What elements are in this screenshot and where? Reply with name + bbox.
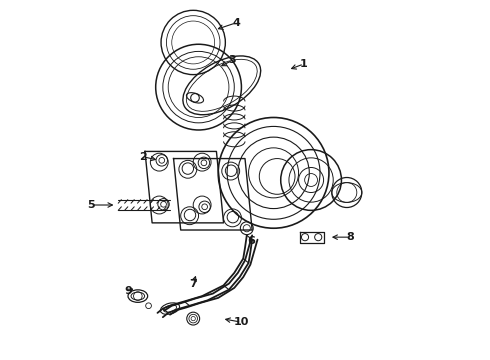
Text: 1: 1 — [300, 59, 308, 69]
Polygon shape — [173, 158, 252, 230]
Text: 6: 6 — [247, 236, 255, 246]
Circle shape — [159, 157, 165, 163]
Text: 4: 4 — [232, 18, 240, 28]
Circle shape — [201, 160, 207, 166]
Text: 10: 10 — [234, 317, 249, 327]
Text: 2: 2 — [139, 152, 147, 162]
Text: 5: 5 — [88, 200, 95, 210]
Text: 3: 3 — [229, 55, 236, 65]
Circle shape — [202, 204, 207, 210]
Circle shape — [161, 202, 167, 207]
Text: 8: 8 — [346, 232, 354, 242]
Text: 7: 7 — [189, 279, 197, 289]
Polygon shape — [300, 232, 323, 243]
Text: 9: 9 — [124, 287, 132, 296]
Polygon shape — [145, 152, 223, 223]
